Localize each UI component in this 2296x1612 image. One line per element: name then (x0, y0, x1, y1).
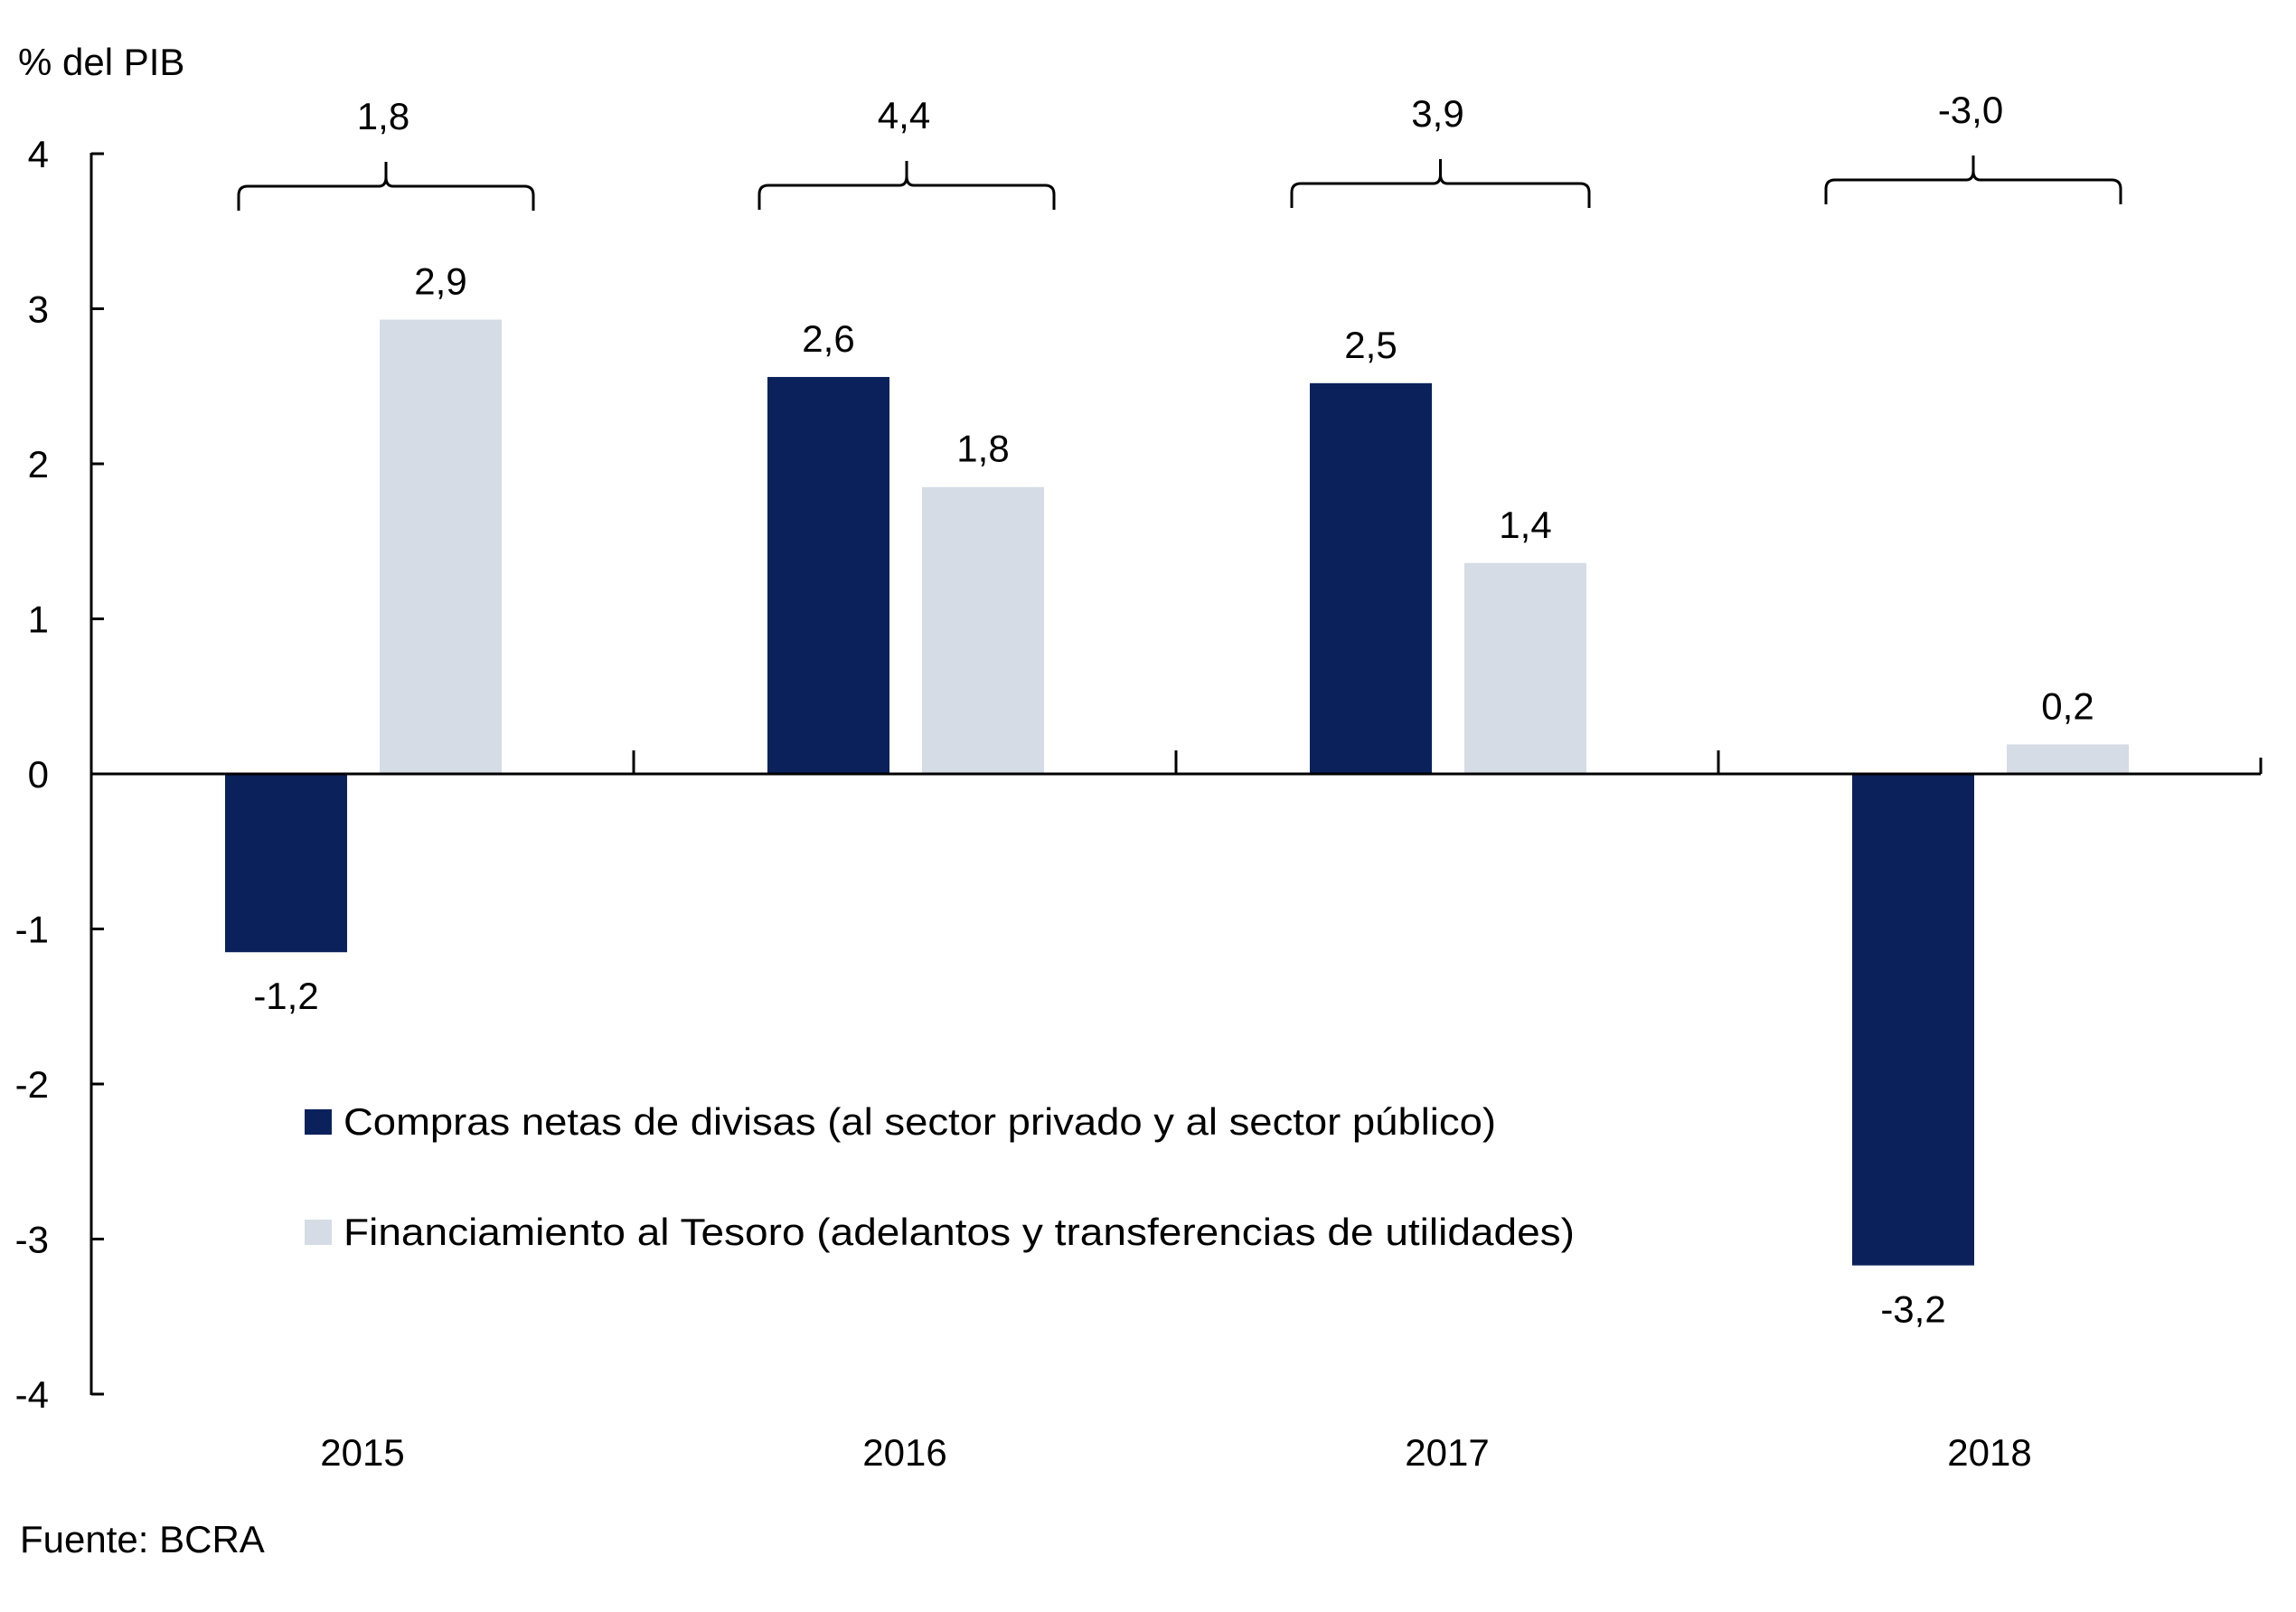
bar-labels: -1,2 2,6 2,5 -3,2 2,9 1,8 1,4 0,2 (253, 260, 2094, 1331)
legend-item-compras[interactable]: Compras netas de divisas (al sector priv… (305, 1100, 1496, 1143)
bar-financiamiento-2016 (922, 486, 1044, 774)
x-axis-labels: 2015 2016 2017 2018 (320, 1431, 2031, 1474)
bar-financiamiento-2017 (1464, 562, 1586, 774)
x-tick-label: 2017 (1405, 1431, 1489, 1474)
y-tick-label: 2 (28, 443, 49, 485)
bar-value-label: 2,6 (802, 317, 854, 360)
legend-label-compras: Compras netas de divisas (al sector priv… (343, 1100, 1496, 1143)
total-value-label: -3,0 (1938, 89, 2003, 131)
y-axis-label: % del PIB (18, 41, 184, 83)
y-tick-label: 0 (28, 753, 49, 796)
bar-financiamiento-2018 (2007, 744, 2129, 774)
legend: Compras netas de divisas (al sector priv… (305, 1100, 1575, 1253)
bar-value-label: -3,2 (1880, 1288, 1945, 1331)
bar-compras-2015 (225, 774, 347, 953)
source-note: Fuente: BCRA (20, 1518, 265, 1560)
y-tick-label: -3 (15, 1219, 49, 1261)
legend-swatch-financiamiento (305, 1220, 332, 1245)
legend-swatch-compras (305, 1109, 332, 1135)
x-axis (91, 750, 2263, 776)
bar-value-label: 2,5 (1344, 324, 1397, 366)
bars (225, 319, 2129, 1266)
y-tick-label: -2 (15, 1063, 49, 1106)
y-tick-label: 3 (28, 288, 49, 331)
bar-compras-2017 (1310, 382, 1432, 774)
x-tick-label: 2015 (320, 1431, 404, 1474)
total-value-label: 4,4 (878, 94, 930, 137)
legend-label-financiamiento: Financiamiento al Tesoro (adelantos y tr… (343, 1211, 1575, 1253)
x-tick-label: 2018 (1947, 1431, 2031, 1474)
bar-value-label: -1,2 (253, 975, 318, 1017)
bar-compras-2018 (1852, 774, 1974, 1266)
legend-item-financiamiento[interactable]: Financiamiento al Tesoro (adelantos y tr… (305, 1211, 1575, 1253)
total-bracket-2016 (757, 161, 1056, 210)
total-bracket-2017 (1290, 159, 1591, 208)
y-axis-ticks: 4 3 2 1 0 -1 -2 -3 -4 (15, 133, 104, 1416)
y-tick-label: 4 (28, 133, 49, 175)
total-brackets: 1,8 4,4 3,9 -3,0 (237, 89, 2122, 211)
y-tick-label: -1 (15, 909, 49, 951)
bar-value-label: 1,4 (1499, 504, 1551, 546)
bar-value-label: 0,2 (2041, 684, 2094, 727)
bar-value-label: 1,8 (956, 428, 1009, 470)
y-tick-label: 1 (28, 599, 49, 641)
bar-value-label: 2,9 (414, 260, 466, 303)
bar-compras-2016 (767, 376, 889, 774)
total-value-label: 3,9 (1411, 92, 1463, 135)
bar-financiamiento-2015 (380, 319, 502, 774)
total-bracket-2018 (1824, 156, 2122, 204)
x-tick-label: 2016 (862, 1431, 946, 1474)
y-tick-label: -4 (15, 1373, 49, 1416)
total-value-label: 1,8 (357, 95, 409, 137)
total-bracket-2015 (237, 162, 535, 211)
